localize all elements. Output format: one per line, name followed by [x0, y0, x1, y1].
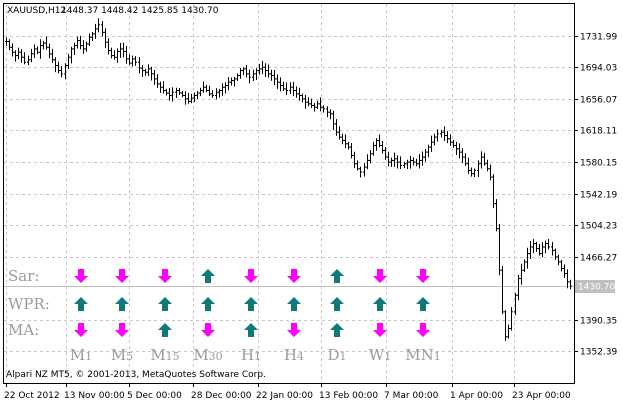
- y-tick-label: 1694.03: [580, 64, 617, 74]
- arrow-down-icon: [244, 269, 258, 283]
- arrow-up-icon: [158, 297, 172, 311]
- arrow-up-icon: [373, 297, 387, 311]
- x-tick-label: 13 Nov 00:00: [64, 391, 125, 401]
- current-price-label: 1430.70: [578, 283, 615, 293]
- plot-frame: [3, 3, 575, 384]
- indicator-label: Sar:: [8, 267, 39, 285]
- time-axis[interactable]: 22 Oct 2012 13 Nov 00:00 5 Dec 00:00 28 Dec…: [4, 383, 571, 401]
- y-tick-label: 1390.35: [580, 317, 617, 327]
- symbol-title: XAUUSD,H12: [7, 6, 66, 16]
- y-tick-label: 1504.23: [580, 222, 617, 232]
- arrow-up-icon: [287, 297, 301, 311]
- price-bars: [5, 18, 572, 341]
- arrow-down-icon: [373, 323, 387, 337]
- timeframe-label: M1: [70, 346, 92, 364]
- y-tick-label: 1731.99: [580, 33, 617, 43]
- y-tick-label: 1580.15: [580, 159, 617, 169]
- signal-panel: Sar: WPR: MA: M1 M5 M15 M30 H1 H4 D1 W1 MN1: [8, 267, 441, 364]
- current-price-tag-bg: [575, 280, 615, 293]
- y-tick-label: 1466.27: [580, 254, 617, 264]
- y-tick-label: 1656.07: [580, 96, 617, 106]
- arrow-up-icon: [330, 323, 344, 337]
- timeframe-label: H1: [241, 346, 261, 364]
- arrow-down-icon: [416, 269, 430, 283]
- x-tick-label: 28 Dec 00:00: [191, 391, 252, 401]
- arrow-up-icon: [201, 297, 215, 311]
- timeframe-label: H4: [284, 346, 304, 364]
- arrow-up-icon: [115, 297, 129, 311]
- arrow-down-icon: [287, 269, 301, 283]
- arrow-up-icon: [330, 269, 344, 283]
- arrow-down-icon: [74, 323, 88, 337]
- arrow-down-icon: [74, 269, 88, 283]
- timeframe-label: M15: [150, 346, 179, 364]
- x-tick-label: 22 Jan 00:00: [256, 391, 313, 401]
- arrow-down-icon: [373, 269, 387, 283]
- x-tick-label: 23 Apr 00:00: [512, 391, 571, 401]
- arrow-up-icon: [74, 297, 88, 311]
- x-tick-label: 7 Mar 00:00: [384, 391, 439, 401]
- indicator-label: WPR:: [8, 295, 50, 313]
- timeframe-label: W1: [369, 346, 391, 364]
- x-tick-label: 13 Feb 00:00: [319, 391, 378, 401]
- ohlc-readout: 1448.37 1448.42 1425.85 1430.70: [61, 6, 219, 16]
- arrow-up-icon: [244, 297, 258, 311]
- arrow-down-icon: [201, 323, 215, 337]
- arrow-down-icon: [115, 269, 129, 283]
- y-tick-label: 1618.11: [580, 127, 617, 137]
- arrow-down-icon: [158, 269, 172, 283]
- timeframe-label: D1: [327, 346, 346, 364]
- timeframe-label: M5: [111, 346, 133, 364]
- arrow-up-icon: [416, 297, 430, 311]
- price-axis[interactable]: 1731.99 1694.03 1656.07 1618.11 1580.15 1542.…: [574, 33, 617, 358]
- y-tick-label: 1542.19: [580, 191, 617, 201]
- arrow-up-icon: [244, 323, 258, 337]
- arrow-up-icon: [158, 323, 172, 337]
- y-tick-label: 1352.39: [580, 348, 617, 358]
- timeframe-label: M30: [193, 346, 222, 364]
- arrow-down-icon: [416, 323, 430, 337]
- current-price-tag: 1430.70: [575, 280, 615, 293]
- timeframe-label: MN1: [405, 346, 440, 364]
- arrow-down-icon: [115, 323, 129, 337]
- x-tick-label: 22 Oct 2012: [4, 391, 60, 401]
- x-tick-label: 5 Dec 00:00: [127, 391, 182, 401]
- indicator-label: MA:: [8, 321, 39, 339]
- arrow-up-icon: [201, 269, 215, 283]
- arrow-up-icon: [330, 297, 344, 311]
- arrow-down-icon: [287, 323, 301, 337]
- copyright-text: Alpari NZ MT5, © 2001-2013, MetaQuotes S…: [6, 370, 266, 380]
- x-tick-label: 1 Apr 00:00: [450, 391, 503, 401]
